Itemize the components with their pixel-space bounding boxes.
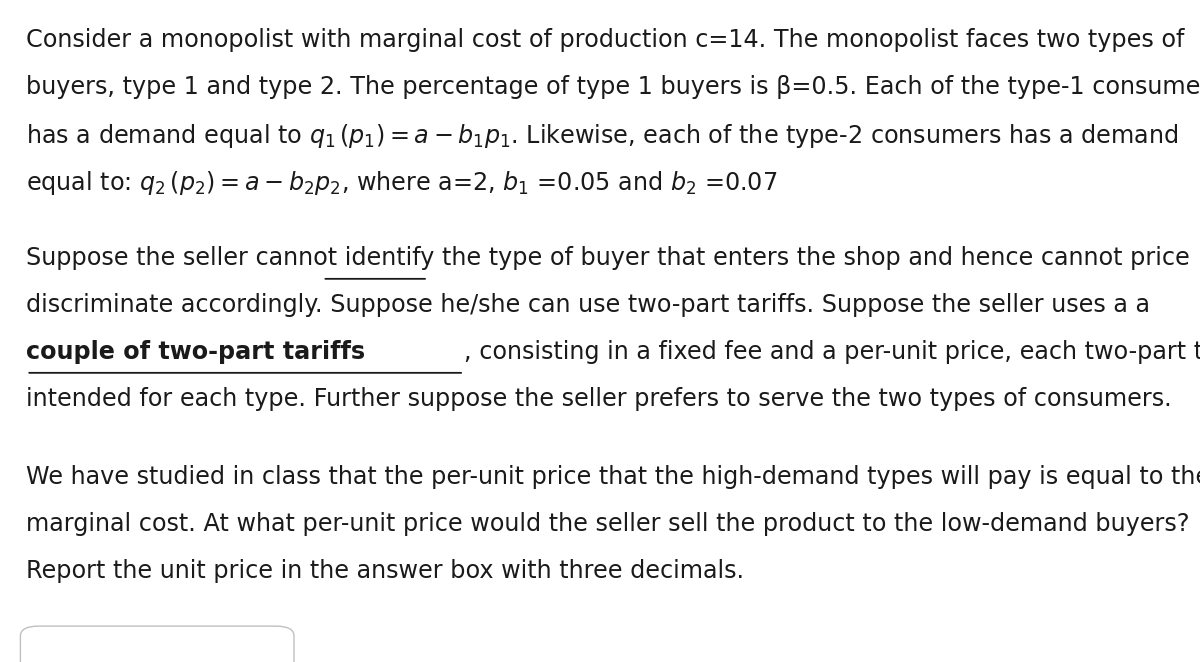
Text: couple of two-part tariffs: couple of two-part tariffs (26, 340, 366, 364)
Text: couple of two-part tariffs: couple of two-part tariffs (26, 340, 366, 364)
Text: intended for each type. Further suppose the seller prefers to serve the two type: intended for each type. Further suppose … (26, 387, 1172, 411)
Text: We have studied in class that the per-unit price that the high-demand types will: We have studied in class that the per-un… (26, 465, 1200, 489)
FancyBboxPatch shape (20, 626, 294, 662)
Text: has a demand equal to $q_1\,(p_1) = a - b_1 p_1$. Likewise, each of the type-2 c: has a demand equal to $q_1\,(p_1) = a - … (26, 122, 1178, 150)
Text: buyers, type 1 and type 2. The percentage of type 1 buyers is β=0.5. Each of the: buyers, type 1 and type 2. The percentag… (26, 75, 1200, 99)
Text: discriminate accordingly. Suppose he/she can use two-part tariffs. Suppose the s: discriminate accordingly. Suppose he/she… (26, 293, 1136, 317)
Text: Suppose the seller cannot identify the type of buyer that enters the shop and he: Suppose the seller cannot identify the t… (26, 246, 1190, 270)
Text: , consisting in a fixed fee and a per-unit price, each two-part tariff: , consisting in a fixed fee and a per-un… (464, 340, 1200, 364)
Text: Suppose the seller: Suppose the seller (26, 246, 256, 270)
Text: discriminate accordingly. Suppose he/she can use two-part tariffs. Suppose the s: discriminate accordingly. Suppose he/she… (26, 293, 1151, 317)
Text: Report the unit price in the answer box with three decimals.: Report the unit price in the answer box … (26, 559, 744, 583)
Text: marginal cost. At what per-unit price would the seller sell the product to the l: marginal cost. At what per-unit price wo… (26, 512, 1190, 536)
Text: Suppose the seller cannot: Suppose the seller cannot (26, 246, 337, 270)
Text: equal to: $q_2\,(p_2) = a - b_2 p_2$, where a=2, $b_1$ =0.05 and $b_2$ =0.07: equal to: $q_2\,(p_2) = a - b_2 p_2$, wh… (26, 169, 778, 197)
Text: Consider a monopolist with marginal cost of production c=14. The monopolist face: Consider a monopolist with marginal cost… (26, 28, 1184, 52)
Text: discriminate accordingly. Suppose he/she can use two-part tariffs. Suppose the s: discriminate accordingly. Suppose he/she… (26, 293, 1151, 317)
